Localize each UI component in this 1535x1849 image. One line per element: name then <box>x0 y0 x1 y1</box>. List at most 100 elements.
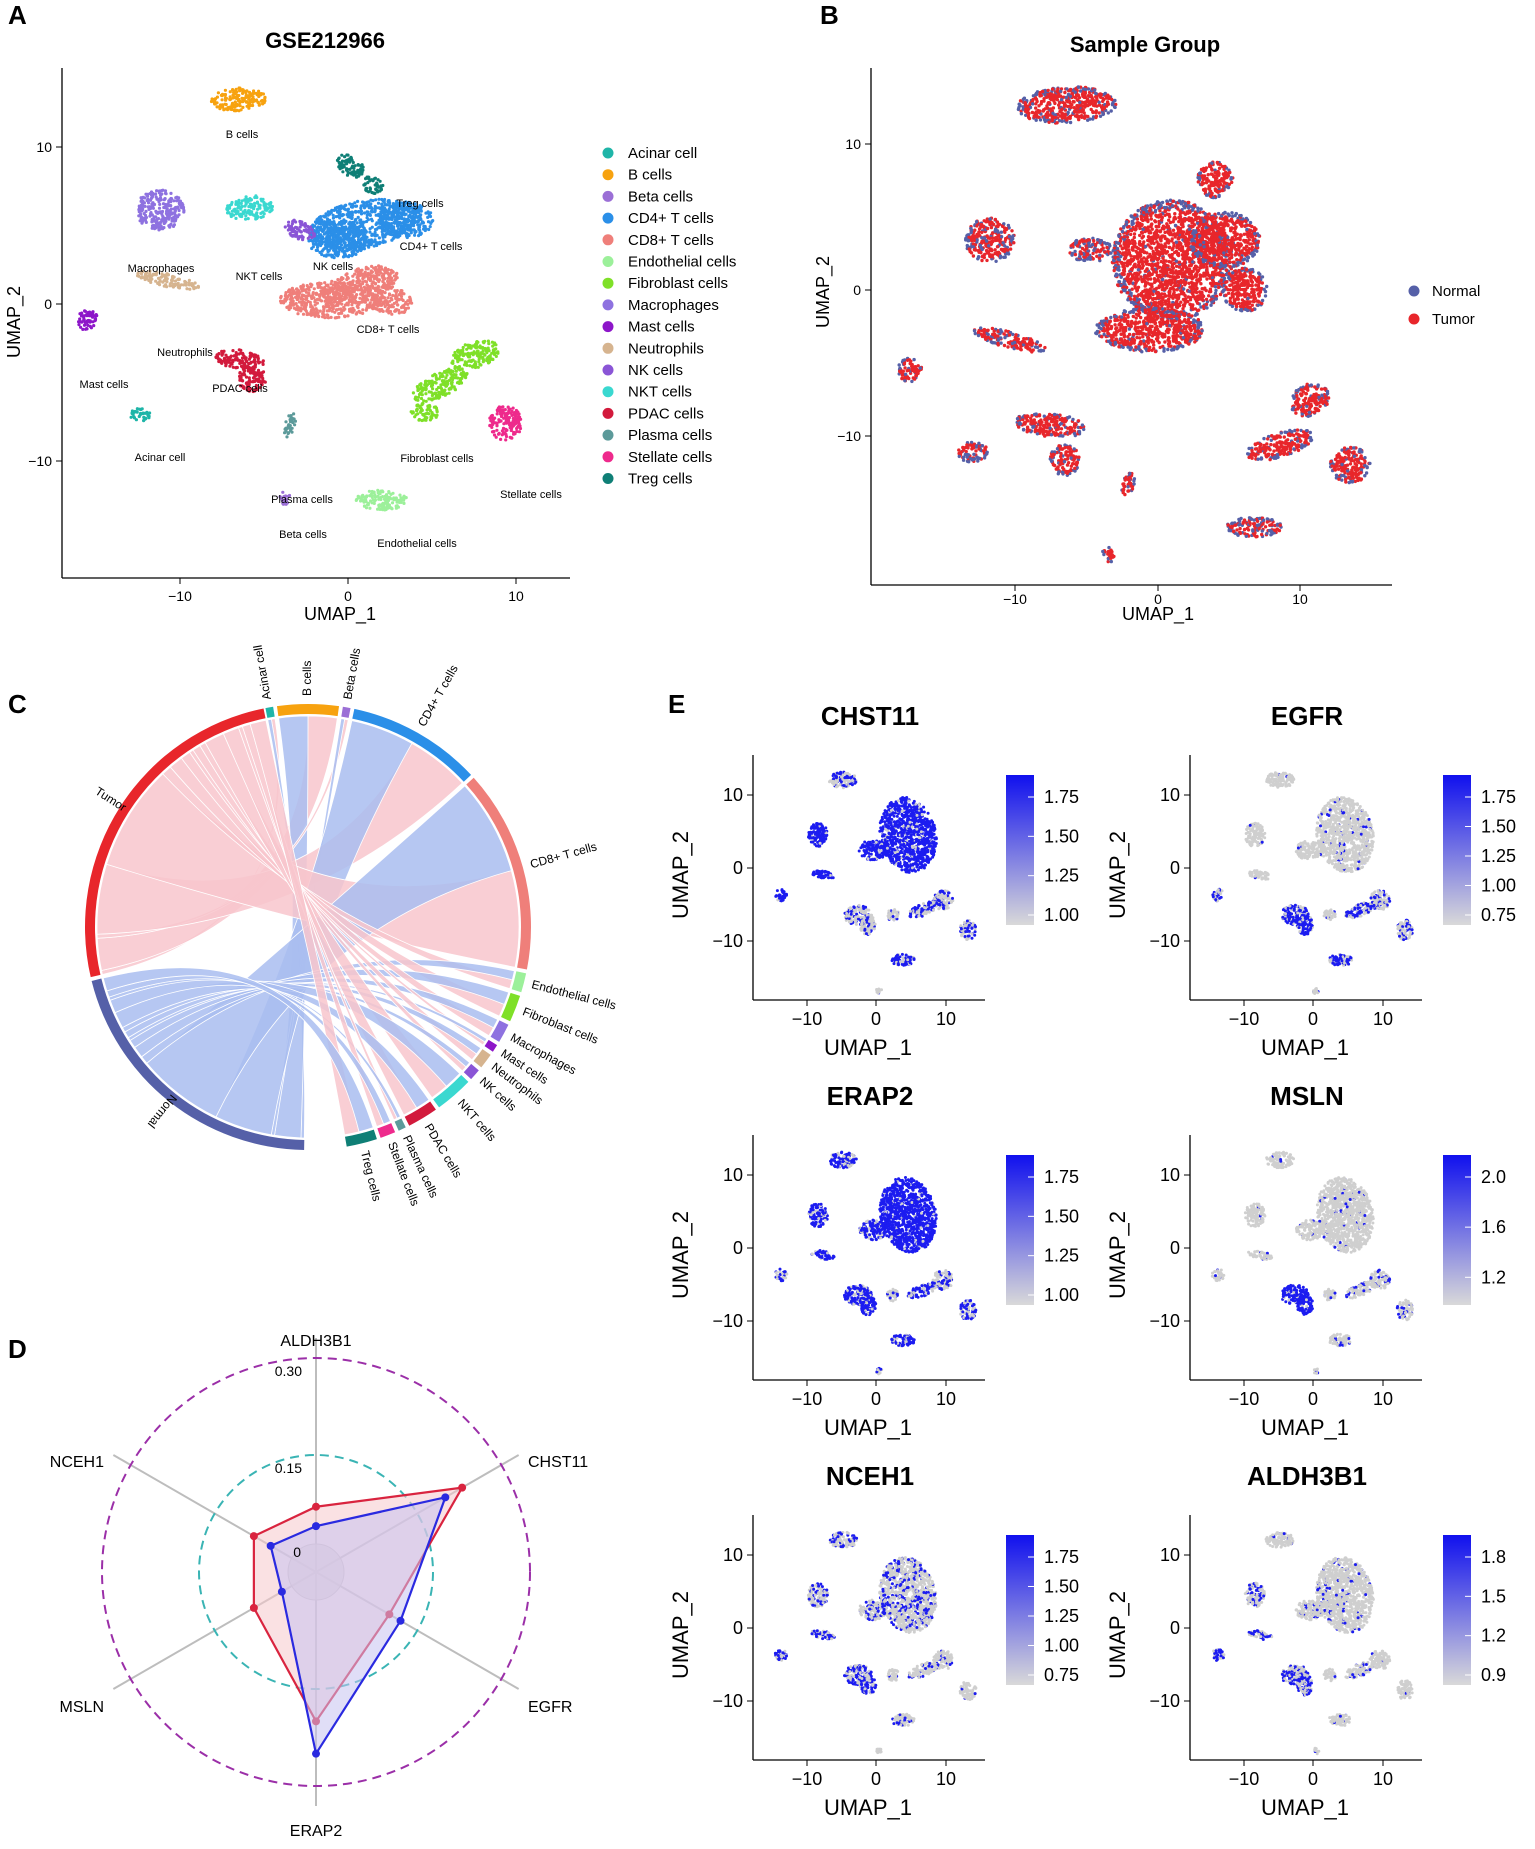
cell-point <box>376 491 380 495</box>
cell-point <box>468 364 472 368</box>
cell-point <box>1076 104 1081 109</box>
panel-a-xlabel: UMAP_1 <box>304 604 376 625</box>
cell-point <box>394 290 398 295</box>
cell-point <box>364 265 368 269</box>
cell-point <box>440 389 444 393</box>
cell-point <box>491 357 495 362</box>
cell-point <box>149 190 154 194</box>
cell-point <box>144 220 148 224</box>
cell-point <box>370 501 374 505</box>
cell-point <box>1055 121 1059 125</box>
cell-point <box>1134 249 1138 253</box>
cell-point <box>79 325 83 329</box>
cell-point <box>395 220 400 224</box>
legend-item: PDAC cells <box>602 405 704 422</box>
cell-point <box>374 187 378 191</box>
cell-point <box>517 422 521 426</box>
cell-point <box>370 233 374 237</box>
legend-label: Treg cells <box>628 471 692 488</box>
cell-point <box>296 312 300 316</box>
cell-point <box>173 209 177 213</box>
cell-point <box>326 228 330 232</box>
cluster-label: Beta cells <box>279 529 327 541</box>
cell-point <box>445 369 449 373</box>
cell-point <box>341 297 345 301</box>
cell-point <box>268 205 272 209</box>
cell-point <box>341 255 346 259</box>
cell-point <box>153 224 157 228</box>
cell-point <box>338 280 342 284</box>
cell-point <box>334 308 339 312</box>
cell-point <box>1051 96 1055 101</box>
cell-point <box>360 236 365 240</box>
cell-point <box>1077 110 1081 114</box>
cell-point <box>248 361 252 365</box>
cell-point <box>386 232 390 236</box>
cell-point <box>1102 97 1106 102</box>
cell-point <box>377 197 381 201</box>
cell-point <box>451 359 455 363</box>
cell-point <box>1066 110 1070 115</box>
cell-point <box>441 382 445 386</box>
cell-point <box>354 171 358 175</box>
cell-point <box>324 240 328 244</box>
cell-point <box>1068 87 1073 92</box>
cell-point <box>168 223 172 227</box>
cell-point <box>433 391 437 395</box>
cell-point <box>177 213 181 217</box>
cell-point <box>503 408 507 412</box>
cell-point <box>224 96 228 100</box>
cell-point <box>324 288 328 292</box>
cell-point <box>500 429 504 433</box>
cell-point <box>1084 100 1088 104</box>
cell-point <box>1098 114 1103 119</box>
cell-point <box>230 209 234 213</box>
cell-point <box>1068 120 1073 125</box>
cell-point <box>358 168 362 172</box>
cell-point <box>285 435 289 439</box>
cell-point <box>396 505 400 509</box>
cell-point <box>1091 99 1095 103</box>
cell-point <box>350 298 354 302</box>
cell-point <box>372 304 376 308</box>
cell-point <box>424 418 428 422</box>
cell-point <box>319 299 324 303</box>
cell-point <box>380 308 384 312</box>
cell-point <box>220 98 224 102</box>
cell-point <box>362 495 366 499</box>
cell-point <box>247 211 251 215</box>
cell-point <box>169 207 173 211</box>
cell-point <box>156 217 161 221</box>
cell-point <box>413 415 417 419</box>
cell-point <box>283 225 287 229</box>
cell-point <box>82 318 86 322</box>
cell-point <box>385 225 389 229</box>
legend-item: Plasma cells <box>602 427 712 444</box>
cell-point <box>157 191 161 195</box>
cell-point <box>350 213 354 217</box>
cell-point <box>230 107 234 112</box>
cell-point <box>334 227 339 231</box>
cell-point <box>261 360 265 364</box>
cell-point <box>434 415 438 419</box>
cell-point <box>457 366 461 370</box>
cell-point <box>417 417 421 422</box>
cell-point <box>409 210 413 214</box>
cell-point <box>490 414 494 418</box>
cell-point <box>143 204 147 208</box>
cell-point <box>146 192 150 196</box>
cell-point <box>1138 233 1142 238</box>
cell-point <box>309 285 313 289</box>
legend-swatch <box>602 321 614 333</box>
cell-point <box>243 364 247 369</box>
legend-label: CD8+ T cells <box>628 232 714 249</box>
cell-point <box>1056 94 1060 99</box>
cell-point <box>1065 118 1069 122</box>
cell-point <box>1047 120 1051 125</box>
cell-point <box>341 238 345 242</box>
y-tick-label: 0 <box>44 296 52 312</box>
cell-point <box>430 398 434 402</box>
cluster-label: Neutrophils <box>157 347 213 359</box>
cell-point <box>381 240 385 244</box>
legend-swatch <box>602 451 614 463</box>
